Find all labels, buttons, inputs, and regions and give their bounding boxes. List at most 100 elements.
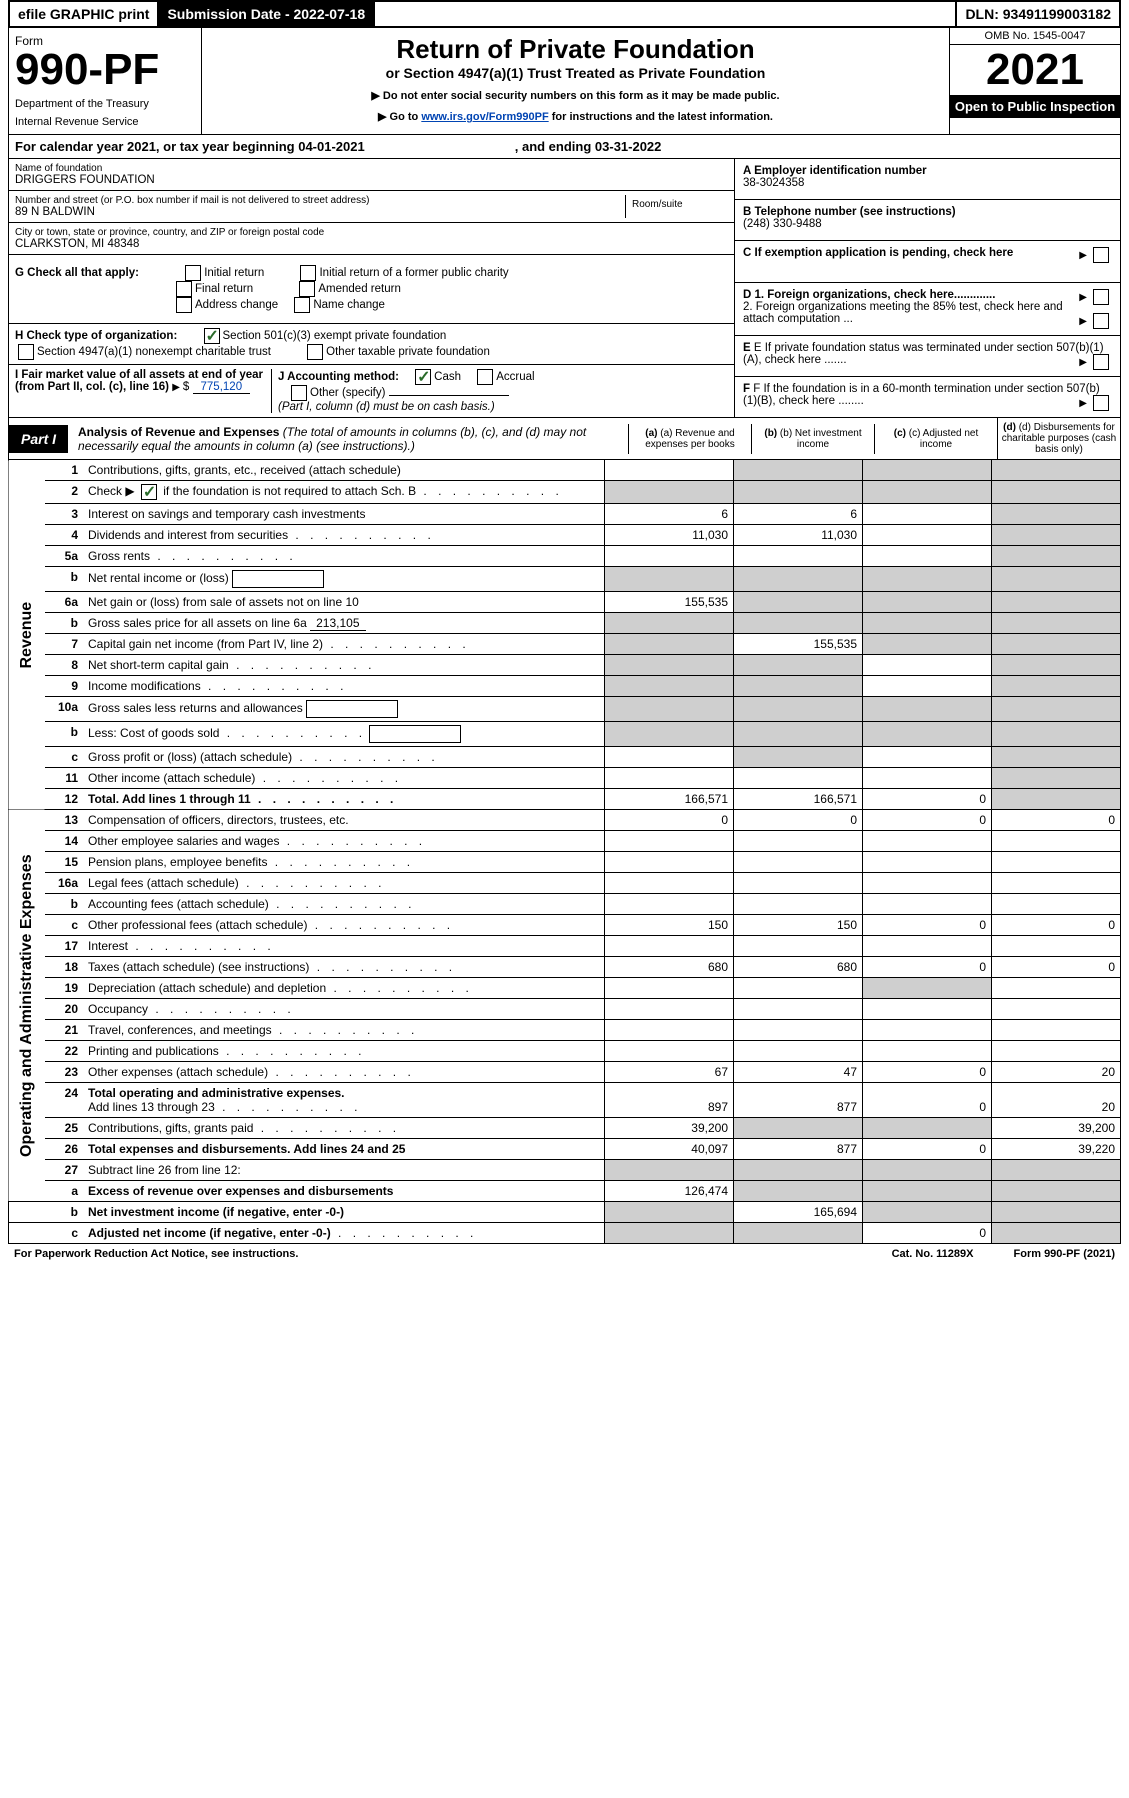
revenue-expense-table: Revenue 1Contributions, gifts, grants, e… <box>8 460 1121 1244</box>
row-6a-col-a: 155,535 <box>605 592 734 613</box>
row-16b-desc: Accounting fees (attach schedule) <box>83 894 605 915</box>
exemption-pending-checkbox[interactable] <box>1093 247 1109 263</box>
row-23-desc: Other expenses (attach schedule) <box>83 1062 605 1083</box>
row-12-col-c: 0 <box>863 789 992 810</box>
row-10b-desc: Less: Cost of goods sold <box>83 722 605 747</box>
row-16a-desc: Legal fees (attach schedule) <box>83 873 605 894</box>
col-d-header: (d) (d) Disbursements for charitable pur… <box>997 418 1120 459</box>
j-label: J Accounting method: <box>278 371 399 383</box>
row-22-desc: Printing and publications <box>83 1041 605 1062</box>
accrual-checkbox[interactable] <box>477 369 493 385</box>
row-24-desc: Total operating and administrative expen… <box>83 1083 605 1118</box>
row-1-desc: Contributions, gifts, grants, etc., rece… <box>83 460 605 481</box>
name-change-checkbox[interactable] <box>294 297 310 313</box>
row-18-desc: Taxes (attach schedule) (see instruction… <box>83 957 605 978</box>
row-8-desc: Net short-term capital gain <box>83 655 605 676</box>
dept-treasury: Department of the Treasury <box>15 98 195 110</box>
row-15-desc: Pension plans, employee benefits <box>83 852 605 873</box>
col-c-header: (c) (c) Adjusted net income <box>874 424 997 454</box>
fair-market-value: 775,120 <box>193 381 251 394</box>
instructions-link[interactable]: www.irs.gov/Form990PF <box>421 111 548 123</box>
final-return-checkbox[interactable] <box>176 281 192 297</box>
other-method-checkbox[interactable] <box>291 385 307 401</box>
row-14-desc: Other employee salaries and wages <box>83 831 605 852</box>
row-27a-desc: Excess of revenue over expenses and disb… <box>83 1181 605 1202</box>
dln-label: DLN: 93491199003182 <box>955 2 1119 26</box>
row-27c-desc: Adjusted net income (if negative, enter … <box>83 1223 605 1244</box>
row-5a-desc: Gross rents <box>83 546 605 567</box>
row-20-desc: Occupancy <box>83 999 605 1020</box>
row-27b-desc: Net investment income (if negative, ente… <box>83 1202 605 1223</box>
e-label: E If private foundation status was termi… <box>743 342 1104 366</box>
efile-badge[interactable]: efile GRAPHIC print <box>10 2 159 26</box>
submission-date-badge: Submission Date - 2022-07-18 <box>159 2 375 26</box>
form-number: 990-PF <box>15 48 195 92</box>
ein-value: 38-3024358 <box>743 177 1112 189</box>
foreign-org-checkbox[interactable] <box>1093 289 1109 305</box>
col-b-header: (b) (b) Net investment income <box>751 424 874 454</box>
phone-value: (248) 330-9488 <box>743 218 1112 230</box>
row-4-col-b: 11,030 <box>734 525 863 546</box>
instructions-note: ▶ Go to www.irs.gov/Form990PF for instru… <box>208 110 943 123</box>
row-2-desc: Check ▶ if the foundation is not require… <box>83 481 605 504</box>
sch-b-checkbox[interactable] <box>141 484 157 500</box>
501c3-checkbox[interactable] <box>204 328 220 344</box>
address-label: Number and street (or P.O. box number if… <box>15 195 625 206</box>
h-label: H Check type of organization: <box>15 330 177 342</box>
info-section: Name of foundation DRIGGERS FOUNDATION N… <box>8 159 1121 418</box>
dept-irs: Internal Revenue Service <box>15 116 195 128</box>
60-month-checkbox[interactable] <box>1093 395 1109 411</box>
status-terminated-checkbox[interactable] <box>1093 354 1109 370</box>
amended-return-checkbox[interactable] <box>299 281 315 297</box>
form-title: Return of Private Foundation <box>208 34 943 65</box>
city-value: CLARKSTON, MI 48348 <box>15 238 728 250</box>
row-12-col-b: 166,571 <box>734 789 863 810</box>
f-label: F If the foundation is in a 60-month ter… <box>743 383 1100 407</box>
row-27-desc: Subtract line 26 from line 12: <box>83 1160 605 1181</box>
foundation-name: DRIGGERS FOUNDATION <box>15 174 728 186</box>
4947-checkbox[interactable] <box>18 344 34 360</box>
row-26-desc: Total expenses and disbursements. Add li… <box>83 1139 605 1160</box>
row-6a-desc: Net gain or (loss) from sale of assets n… <box>83 592 605 613</box>
initial-return-checkbox[interactable] <box>185 265 201 281</box>
row-21-desc: Travel, conferences, and meetings <box>83 1020 605 1041</box>
d1-label: D 1. Foreign organizations, check here..… <box>743 289 995 301</box>
part1-badge: Part I <box>9 425 68 453</box>
row-11-desc: Other income (attach schedule) <box>83 768 605 789</box>
row-12-desc: Total. Add lines 1 through 11 <box>83 789 605 810</box>
row-9-desc: Income modifications <box>83 676 605 697</box>
other-taxable-checkbox[interactable] <box>307 344 323 360</box>
col-a-header: (a) (a) Revenue and expenses per books <box>628 424 751 454</box>
part1-header: Part I Analysis of Revenue and Expenses … <box>8 418 1121 460</box>
row-12-col-a: 166,571 <box>605 789 734 810</box>
g-label: G Check all that apply: <box>15 267 139 279</box>
row-4-col-a: 11,030 <box>605 525 734 546</box>
foundation-name-label: Name of foundation <box>15 163 728 174</box>
row-7-col-b: 155,535 <box>734 634 863 655</box>
tax-year-range: For calendar year 2021, or tax year begi… <box>8 135 1121 159</box>
form-subtitle: or Section 4947(a)(1) Trust Treated as P… <box>208 65 943 81</box>
address-change-checkbox[interactable] <box>176 297 192 313</box>
row-19-desc: Depreciation (attach schedule) and deple… <box>83 978 605 999</box>
page-footer: For Paperwork Reduction Act Notice, see … <box>8 1244 1121 1264</box>
cash-checkbox[interactable] <box>415 369 431 385</box>
city-label: City or town, state or province, country… <box>15 227 728 238</box>
row-3-col-a: 6 <box>605 504 734 525</box>
phone-label: B Telephone number (see instructions) <box>743 206 1112 218</box>
address-value: 89 N BALDWIN <box>15 206 625 218</box>
revenue-side-label: Revenue <box>9 460 46 810</box>
row-7-desc: Capital gain net income (from Part IV, l… <box>83 634 605 655</box>
row-4-desc: Dividends and interest from securities <box>83 525 605 546</box>
row-16c-desc: Other professional fees (attach schedule… <box>83 915 605 936</box>
row-10a-desc: Gross sales less returns and allowances <box>83 697 605 722</box>
initial-public-checkbox[interactable] <box>300 265 316 281</box>
row-17-desc: Interest <box>83 936 605 957</box>
j-note: (Part I, column (d) must be on cash basi… <box>278 401 728 413</box>
top-bar: efile GRAPHIC print Submission Date - 20… <box>8 0 1121 28</box>
form-ref: Form 990-PF (2021) <box>1014 1248 1116 1260</box>
row-3-col-b: 6 <box>734 504 863 525</box>
foreign-85-checkbox[interactable] <box>1093 313 1109 329</box>
inspection-badge: Open to Public Inspection <box>950 95 1120 118</box>
row-6b-desc: Gross sales price for all assets on line… <box>83 613 605 634</box>
row-25-desc: Contributions, gifts, grants paid <box>83 1118 605 1139</box>
